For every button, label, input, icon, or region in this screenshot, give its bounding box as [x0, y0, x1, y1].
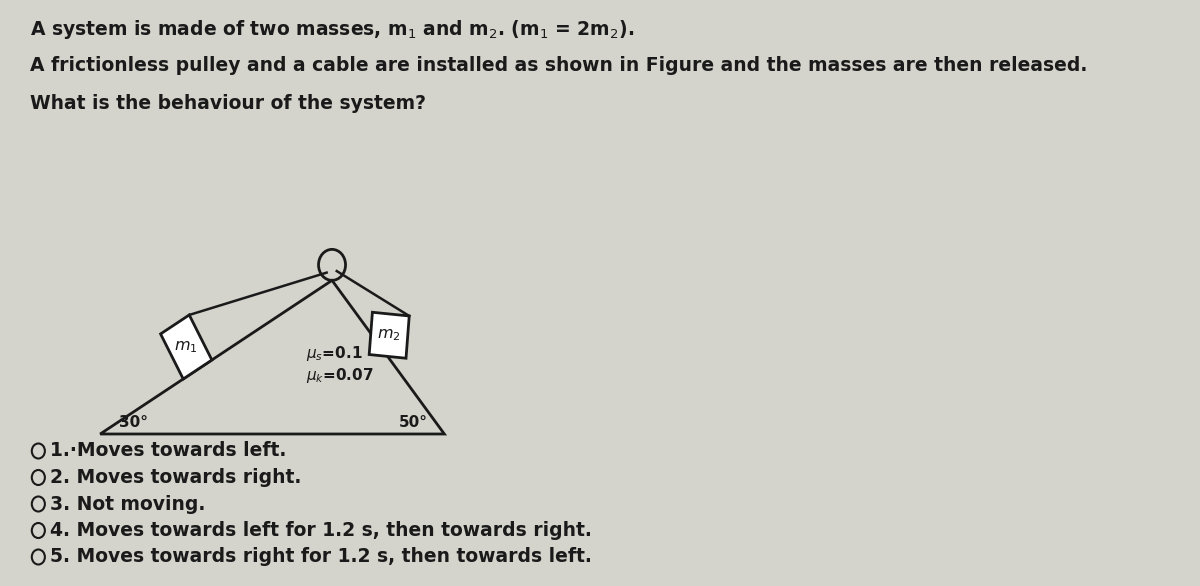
Text: $\mu_k$=0.07: $\mu_k$=0.07: [306, 366, 373, 385]
Text: 30°: 30°: [119, 415, 149, 430]
Text: $\mu_s$=0.1: $\mu_s$=0.1: [306, 344, 362, 363]
Text: 3. Not moving.: 3. Not moving.: [49, 495, 205, 513]
Text: 50°: 50°: [400, 415, 428, 430]
Text: $m_2$: $m_2$: [378, 328, 401, 343]
Text: A frictionless pulley and a cable are installed as shown in Figure and the masse: A frictionless pulley and a cable are in…: [30, 56, 1088, 75]
Polygon shape: [161, 315, 212, 379]
Text: $m_1$: $m_1$: [174, 339, 198, 355]
Text: 5. Moves towards right for 1.2 s, then towards left.: 5. Moves towards right for 1.2 s, then t…: [49, 547, 592, 567]
Text: 4. Moves towards left for 1.2 s, then towards right.: 4. Moves towards left for 1.2 s, then to…: [49, 521, 592, 540]
Text: A system is made of two masses, m$_1$ and m$_2$. (m$_1$ = 2m$_2$).: A system is made of two masses, m$_1$ an…: [30, 18, 635, 41]
Polygon shape: [370, 312, 409, 358]
Text: What is the behaviour of the system?: What is the behaviour of the system?: [30, 94, 426, 113]
Text: 2. Moves towards right.: 2. Moves towards right.: [49, 468, 301, 487]
Text: 1.·Moves towards left.: 1.·Moves towards left.: [49, 441, 286, 461]
